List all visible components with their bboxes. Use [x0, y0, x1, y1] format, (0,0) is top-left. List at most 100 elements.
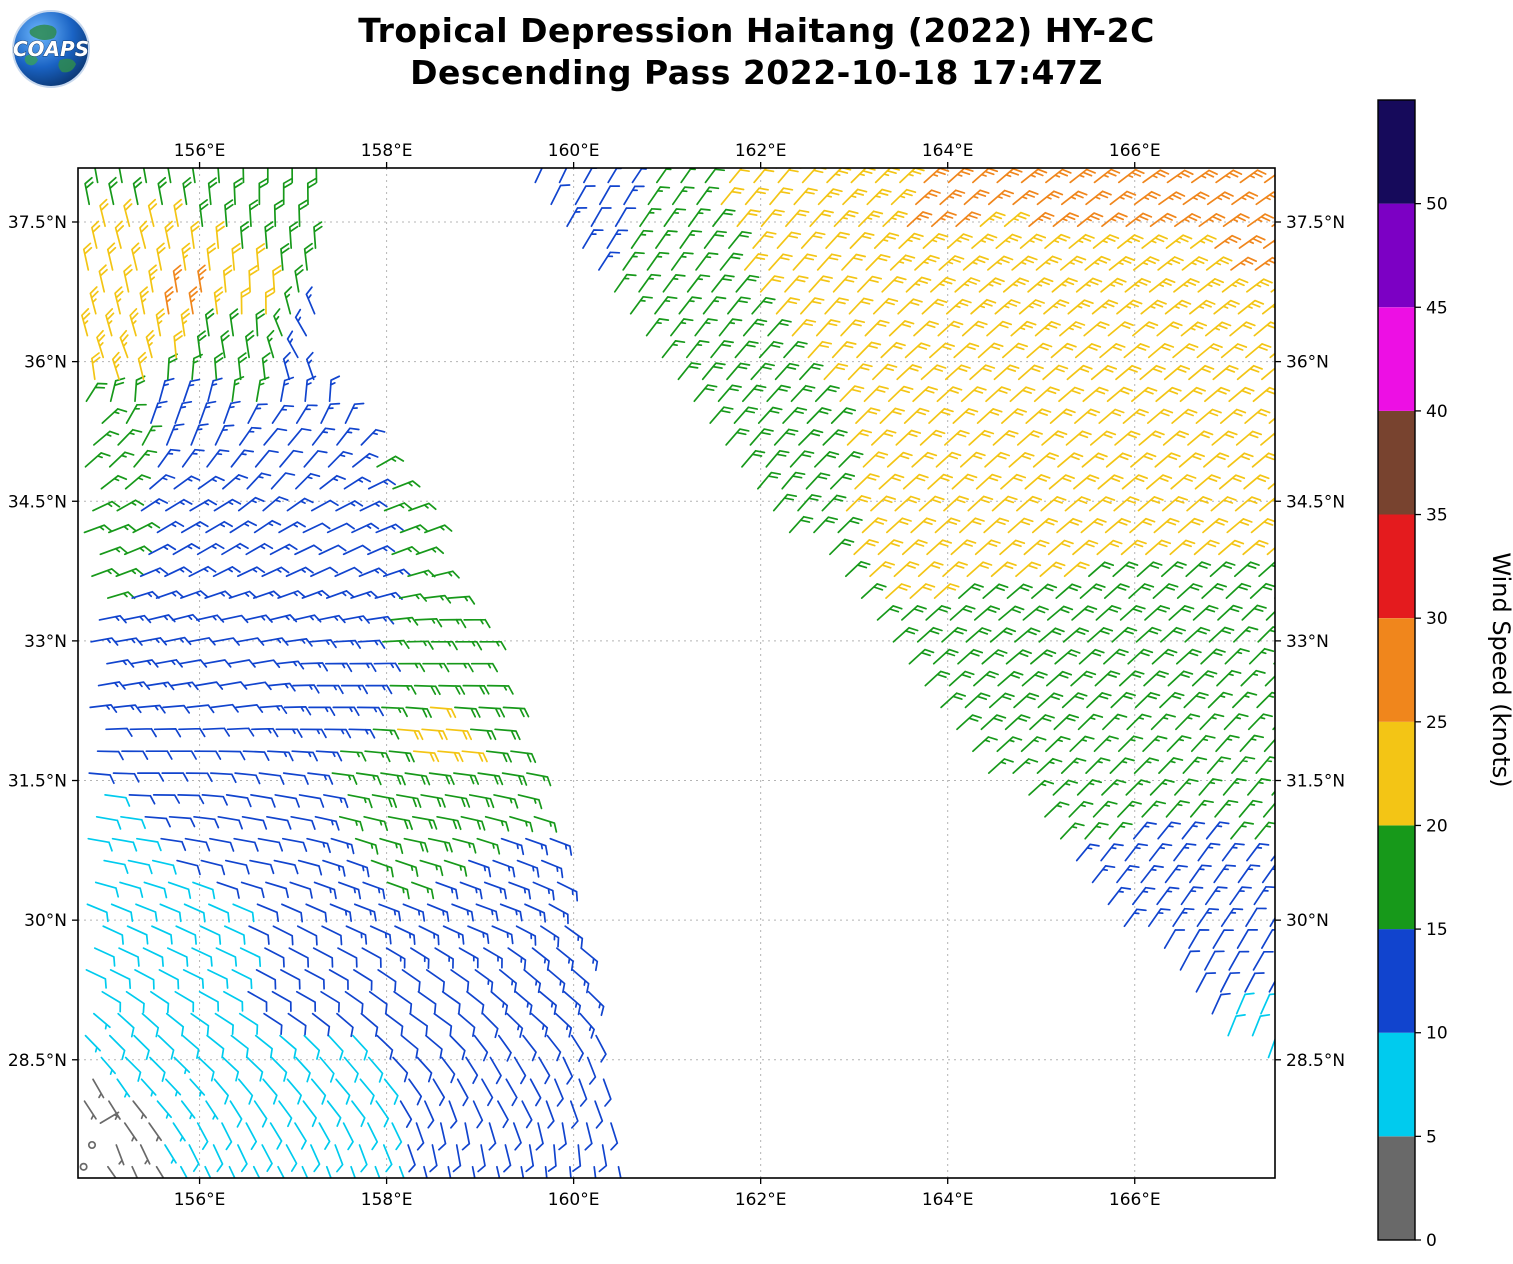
wind-barb — [662, 274, 686, 293]
wind-barb — [308, 706, 336, 717]
wind-barb — [360, 1012, 379, 1037]
wind-barb — [1050, 342, 1077, 359]
wind-barb — [447, 1165, 452, 1178]
colorbar-segment — [1378, 307, 1415, 411]
wind-barb — [401, 969, 421, 992]
wind-barb — [240, 881, 265, 899]
wind-barb — [964, 692, 991, 709]
wind-barb — [391, 546, 420, 556]
wind-barb — [1105, 452, 1133, 468]
wind-barb — [1235, 992, 1255, 1015]
logo-text: COAPS — [13, 37, 89, 61]
lat-tick-label-left: 30°N — [24, 911, 67, 931]
wind-barb — [1067, 299, 1094, 315]
wind-barb — [165, 1078, 182, 1097]
wind-barb — [1110, 691, 1136, 709]
wind-barb — [181, 448, 205, 468]
wind-barb — [146, 681, 175, 691]
wind-barb — [352, 452, 379, 468]
wind-barb — [1092, 234, 1120, 249]
wind-barb — [1003, 211, 1031, 228]
wind-barb — [1059, 321, 1086, 337]
wind-barb — [378, 903, 402, 922]
wind-barb — [191, 353, 203, 381]
wind-barb — [1263, 738, 1275, 753]
wind-barb — [1247, 713, 1273, 731]
wind-barb — [161, 772, 189, 782]
wind-barb — [188, 565, 217, 578]
wind-barb — [1088, 561, 1115, 578]
wind-barb — [286, 1078, 302, 1105]
wind-barb — [864, 319, 890, 337]
wind-barb — [204, 590, 233, 599]
wind-barb — [860, 583, 887, 599]
wind-barb — [693, 384, 718, 403]
wind-barb — [103, 859, 129, 874]
wind-barb — [376, 455, 405, 468]
wind-barb — [92, 500, 121, 512]
wind-barb — [335, 500, 364, 512]
lat-tick-label-right: 37.5°N — [1286, 213, 1345, 233]
wind-barb — [1019, 233, 1047, 249]
wind-barb — [483, 881, 507, 900]
wind-barb — [490, 990, 509, 1016]
wind-barb — [921, 298, 948, 315]
wind-barb — [1221, 278, 1249, 293]
wind-barb — [325, 590, 355, 599]
wind-barb — [421, 728, 448, 741]
wind-barb — [415, 1122, 425, 1151]
wind-barb — [396, 794, 422, 808]
wind-barb — [340, 684, 369, 695]
wind-barb — [944, 364, 971, 381]
wind-barb — [799, 362, 824, 381]
wind-barb — [129, 727, 157, 738]
wind-barb — [874, 168, 901, 184]
wind-barb — [1190, 734, 1216, 753]
wind-barb — [509, 815, 534, 833]
wind-barb — [254, 449, 279, 468]
wind-barb — [1001, 408, 1027, 424]
wind-barb — [360, 428, 386, 446]
wind-barb — [1027, 277, 1054, 293]
wind-barb — [216, 881, 240, 899]
wind-barb — [1178, 452, 1205, 468]
wind-barb — [477, 1144, 486, 1173]
wind-barb — [222, 474, 249, 490]
wind-barb — [1253, 885, 1275, 906]
wind-barb — [438, 684, 466, 695]
calm-wind-circle — [79, 1162, 88, 1171]
wind-barb — [493, 794, 519, 809]
wind-barb — [1011, 255, 1038, 271]
wind-barb — [84, 1034, 101, 1053]
wind-barb — [351, 1100, 366, 1128]
wind-barb — [532, 881, 555, 901]
wind-barb — [98, 264, 108, 293]
wind-barb — [347, 794, 373, 809]
colorbar-tick-label: 10 — [1426, 1024, 1448, 1044]
wind-barb — [221, 542, 249, 556]
wind-barb — [647, 186, 671, 206]
wind-barb — [967, 495, 994, 512]
wind-barb — [809, 209, 834, 228]
wind-barb — [1256, 691, 1275, 709]
wind-barb — [281, 903, 304, 923]
wind-barb — [1154, 452, 1181, 468]
wind-barb — [1122, 408, 1149, 424]
wind-barb — [1263, 174, 1275, 184]
wind-barb — [181, 242, 191, 271]
wind-barb — [879, 407, 905, 424]
wind-barb — [1267, 482, 1275, 490]
wind-barb — [1269, 352, 1275, 359]
wind-barb — [1028, 211, 1055, 228]
lat-tick-label-right: 36°N — [1286, 353, 1329, 373]
wind-barb — [198, 400, 217, 424]
wind-barb — [282, 351, 291, 381]
wind-barb — [1234, 496, 1262, 512]
wind-barb — [990, 561, 1017, 578]
wind-barb — [367, 478, 396, 490]
wind-barb — [975, 473, 1002, 490]
wind-barb — [429, 1144, 438, 1173]
wind-barb — [1215, 169, 1243, 184]
wind-barb — [477, 772, 504, 786]
wind-barb — [524, 903, 547, 923]
